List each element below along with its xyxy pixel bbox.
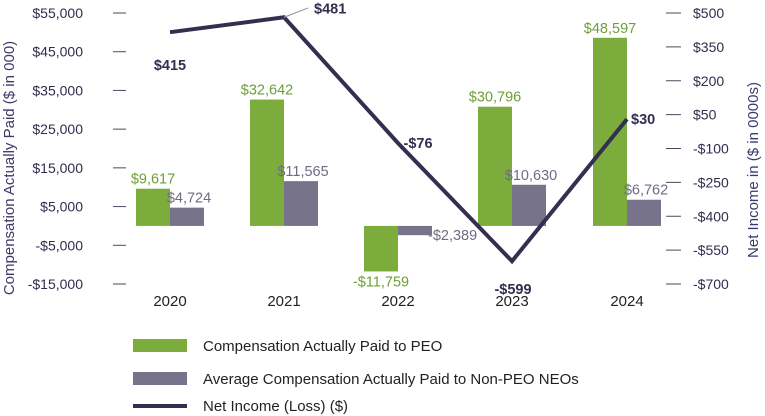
right-axis-tick-label: -$100: [693, 141, 729, 157]
bar-neo: [398, 225, 432, 236]
right-axis-tick-label: -$400: [693, 208, 729, 224]
right-axis-tick-label: $50: [693, 107, 717, 123]
category-label: 2024: [610, 293, 643, 310]
bar-label-neo: -$2,389: [428, 228, 477, 244]
legend-label-net: Net Income (Loss) ($): [203, 398, 348, 415]
category-label: 2020: [153, 293, 186, 310]
bar-peo: [593, 37, 627, 226]
left-axis-tick-label: $35,000: [32, 82, 83, 98]
right-axis-tick-label: $200: [693, 73, 724, 89]
net-income-line: [169, 7, 629, 265]
legend: Compensation Actually Paid to PEO Averag…: [133, 338, 579, 415]
bar-label-peo: $48,597: [584, 21, 636, 37]
bar-label-neo: $6,762: [624, 183, 668, 199]
bar-label-peo: -$11,759: [353, 274, 409, 290]
right-axis: $500 $350 $200 $50 -$100 -$250 -$400 -$550 -$700: [666, 5, 729, 292]
bar-label-neo: $4,724: [167, 191, 211, 207]
bars: [136, 37, 661, 272]
bar-label-neo: $11,565: [277, 164, 328, 180]
net-income-leader: [283, 7, 309, 18]
left-axis-tick-label: $5,000: [40, 199, 83, 215]
category-labels: 2020 2021 2022 2023 2024: [153, 293, 643, 310]
left-axis-tick-label: $45,000: [32, 44, 83, 60]
bar-label-peo: $30,796: [469, 90, 521, 106]
legend-swatch-neo: [133, 372, 187, 385]
net-income-polyline: [169, 15, 629, 265]
bar-peo: [364, 225, 398, 272]
bar-neo: [170, 207, 204, 226]
category-label: 2023: [495, 293, 528, 310]
right-axis-tick-label: -$700: [693, 276, 729, 292]
right-axis-tick-label: $500: [693, 5, 724, 21]
bar-label-peo: $32,642: [241, 83, 293, 99]
right-axis-tick-label: $350: [693, 39, 724, 55]
left-axis-tick-label: $15,000: [32, 160, 83, 176]
legend-label-neo: Average Compensation Actually Paid to No…: [203, 371, 579, 388]
bar-peo: [478, 106, 512, 226]
net-income-label: -$599: [494, 282, 531, 298]
right-axis-title: Net Income in ($ in 0000s): [745, 82, 762, 258]
left-axis-title: Compensation Actually Paid ($ in 000): [1, 41, 18, 295]
legend-label-peo: Compensation Actually Paid to PEO: [203, 338, 442, 355]
net-income-labels: $415 $481 -$76 -$599 $30: [154, 1, 655, 298]
left-axis-tick-label: -$5,000: [36, 237, 84, 253]
bar-neo: [284, 181, 318, 226]
net-income-label: $30: [631, 112, 655, 128]
bar-neo: [627, 199, 661, 226]
bar-label-neo: $10,630: [505, 168, 557, 184]
bar-peo: [250, 99, 284, 226]
legend-swatch-peo: [133, 339, 187, 352]
right-axis-tick-label: -$250: [693, 174, 729, 190]
left-axis-tick-label: $55,000: [32, 5, 83, 21]
bar-neo: [512, 184, 546, 226]
bar-labels: $9,617 $4,724 $32,642 $11,565 -$11,759 -$2,38…: [131, 21, 668, 291]
left-axis-tick-label: $25,000: [32, 121, 83, 137]
left-axis: $55,000 $45,000 $35,000 $25,000 $15,000 $5,00…: [28, 5, 126, 292]
bar-label-peo: $9,617: [131, 172, 175, 188]
category-label: 2022: [381, 293, 414, 310]
net-income-label: -$76: [403, 136, 432, 152]
left-axis-tick-label: -$15,000: [28, 276, 83, 292]
right-axis-tick-label: -$550: [693, 242, 729, 258]
net-income-label: $481: [314, 1, 346, 17]
bar-peo: [136, 188, 170, 226]
net-income-label: $415: [154, 58, 186, 74]
category-label: 2021: [267, 293, 300, 310]
